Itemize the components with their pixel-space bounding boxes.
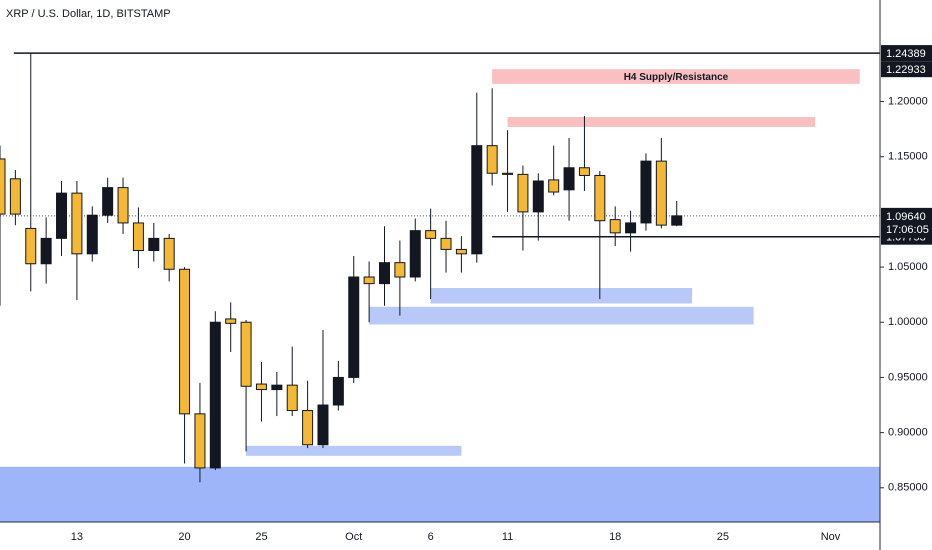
candle-body (332, 376, 344, 406)
x-tick-label: Oct (345, 531, 362, 543)
candle-body (486, 145, 498, 174)
candle-body (317, 404, 329, 446)
candle-body (563, 167, 575, 191)
candle-body (179, 268, 191, 415)
y-tick-label: 0.85000 (888, 482, 928, 494)
y-tick-label: 0.95000 (888, 371, 928, 383)
candle-body (117, 187, 129, 224)
y-tick-label: 1.05000 (888, 261, 928, 273)
candle-body (9, 178, 21, 215)
candle-body (363, 276, 375, 285)
candle-body (625, 222, 637, 234)
candle-body (409, 230, 421, 278)
candle-body (209, 321, 221, 469)
x-tick-label: Nov (821, 531, 841, 543)
candle-body (440, 237, 452, 250)
candle-body (471, 145, 483, 255)
candle-body (455, 248, 467, 255)
candle-body (286, 384, 298, 412)
candle-body (379, 262, 390, 285)
y-tick-label: 1.20000 (888, 95, 928, 107)
candle-body (655, 160, 667, 226)
level-label-box (881, 61, 932, 78)
candle-body (194, 413, 206, 469)
candle-body (40, 237, 52, 265)
candle-body (225, 318, 237, 324)
x-tick-label: 11 (502, 531, 513, 543)
level-label: 1.24389 (886, 48, 926, 60)
candle-body (148, 237, 160, 252)
zone (246, 445, 462, 456)
x-tick-label: 25 (255, 531, 267, 543)
x-tick-label: 13 (71, 531, 83, 543)
candle-body (25, 227, 37, 265)
zone-label: H4 Supply/Resistance (624, 72, 729, 83)
candle-body (240, 321, 252, 387)
y-tick-label: 0.90000 (888, 427, 928, 439)
candle-body (56, 192, 68, 239)
candle-body (594, 174, 606, 222)
candle-body (86, 214, 98, 255)
last-price-label: 1.09640 (886, 211, 926, 223)
zone (369, 306, 754, 325)
x-tick-label: 25 (717, 531, 729, 543)
candle-body (671, 215, 683, 226)
level-label: 1.22933 (886, 64, 926, 76)
candle-body (640, 160, 652, 224)
candle-body (394, 262, 406, 278)
last-price-box (881, 207, 932, 238)
candle-body (348, 276, 360, 378)
candle-body (132, 222, 144, 252)
candle-body (502, 172, 514, 175)
zone (492, 69, 860, 84)
candle-body (425, 230, 437, 239)
candle-body (609, 219, 621, 234)
zone (430, 288, 693, 304)
countdown-label: 17:06:05 (886, 224, 929, 236)
x-tick-label: 20 (178, 531, 190, 543)
y-tick-label: 1.15000 (888, 151, 928, 163)
candle-body (271, 384, 283, 391)
chart-title: XRP / U.S. Dollar, 1D, BITSTAMP (6, 8, 171, 20)
candle-body (102, 187, 114, 216)
y-tick-label: 1.00000 (888, 316, 928, 328)
candle-body (302, 410, 314, 446)
level-label-box (881, 45, 932, 62)
candle-body (517, 173, 529, 213)
candle-body (255, 383, 267, 391)
zone (507, 116, 816, 127)
candle-body (578, 167, 590, 176)
candle-body (163, 237, 175, 270)
candle-body (532, 180, 544, 213)
candle-body (71, 192, 83, 255)
x-tick-label: 6 (428, 531, 434, 543)
candle-body (548, 179, 560, 193)
zone (0, 466, 880, 522)
x-tick-label: 18 (609, 531, 621, 543)
candle-body (0, 158, 6, 215)
